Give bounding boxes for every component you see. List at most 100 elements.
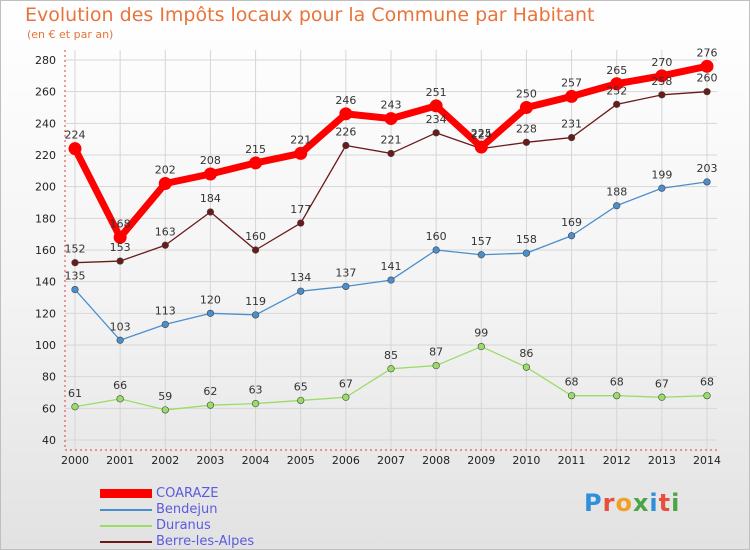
data-point-coaraze <box>565 89 579 103</box>
data-point-coaraze <box>294 146 308 160</box>
data-label-coaraze: 276 <box>697 46 718 59</box>
data-point-berre-les-alpes <box>658 91 666 99</box>
data-label-berre-les-alpes: 177 <box>290 203 311 216</box>
data-label-coaraze: 251 <box>426 86 447 99</box>
data-label-duranus: 85 <box>384 349 398 362</box>
data-point-berre-les-alpes <box>387 149 395 158</box>
data-point-coaraze <box>429 99 443 113</box>
data-label-berre-les-alpes: 260 <box>697 72 718 85</box>
chart-title: Evolution des Impôts locaux pour la Comm… <box>25 4 595 26</box>
data-point-duranus <box>297 396 305 405</box>
legend-label-coaraze: COARAZE <box>156 486 219 501</box>
data-label-bendejun: 203 <box>697 162 718 175</box>
data-point-coaraze <box>68 142 82 156</box>
logo-letter: i <box>671 489 681 517</box>
data-label-duranus: 68 <box>700 376 714 389</box>
data-point-coaraze <box>700 59 714 73</box>
legend-label-bendejun: Bendejun <box>156 502 218 517</box>
data-label-coaraze: 270 <box>651 56 672 69</box>
data-point-coaraze <box>113 230 127 244</box>
data-point-bendejun <box>342 282 350 291</box>
data-label-duranus: 62 <box>203 385 217 398</box>
legend-label-duranus: Duranus <box>156 518 211 533</box>
data-label-bendejun: 113 <box>155 304 176 317</box>
data-point-berre-les-alpes <box>522 138 531 146</box>
data-point-duranus <box>387 365 395 373</box>
data-point-duranus <box>613 392 621 400</box>
data-label-coaraze: 243 <box>381 99 402 112</box>
legend-swatch-coaraze <box>100 489 152 498</box>
x-tick-label: 2003 <box>196 454 224 467</box>
data-point-coaraze <box>249 156 263 170</box>
data-point-berre-les-alpes <box>297 219 305 227</box>
data-label-berre-les-alpes: 163 <box>155 225 176 238</box>
data-label-bendejun: 169 <box>561 216 582 229</box>
proxiti-logo: Proxiti <box>584 489 680 517</box>
y-tick-label: 160 <box>35 244 56 257</box>
logo-letter: x <box>632 489 650 517</box>
logo-letter: t <box>658 489 672 517</box>
x-tick-label: 2010 <box>512 454 540 467</box>
data-point-bendejun <box>432 246 440 254</box>
x-tick-label: 2004 <box>242 454 270 467</box>
data-point-duranus <box>477 342 485 351</box>
x-tick-label: 2009 <box>467 454 495 467</box>
y-tick-label: 40 <box>42 434 56 447</box>
data-point-duranus <box>342 393 350 401</box>
data-point-duranus <box>432 361 440 370</box>
data-label-bendejun: 120 <box>200 293 221 306</box>
y-tick-label: 280 <box>35 54 56 67</box>
data-label-layer: 61 66 59 62 63 65 67 85 87 99 86 68 68 67 68 135 103 113 1… <box>65 46 718 403</box>
data-label-coaraze: 225 <box>471 127 492 140</box>
data-label-coaraze: 202 <box>155 164 176 177</box>
data-label-bendejun: 160 <box>426 230 447 243</box>
data-point-berre-les-alpes <box>251 246 260 254</box>
data-point-bendejun <box>297 287 305 295</box>
data-label-duranus: 67 <box>655 377 669 390</box>
y-tick-label: 180 <box>35 212 56 225</box>
y-tick-label: 220 <box>35 149 56 162</box>
data-label-bendejun: 134 <box>290 271 311 284</box>
data-label-coaraze: 265 <box>606 64 627 77</box>
y-tick-label: 240 <box>35 117 56 130</box>
data-label-berre-les-alpes: 184 <box>200 192 221 205</box>
data-point-duranus <box>251 399 260 408</box>
data-point-duranus <box>71 403 79 411</box>
y-tick-label: 260 <box>35 86 56 99</box>
data-label-berre-les-alpes: 160 <box>245 230 266 243</box>
data-point-coaraze <box>339 107 353 121</box>
data-label-bendejun: 119 <box>245 295 266 308</box>
data-label-bendejun: 199 <box>651 168 672 181</box>
data-point-bendejun <box>703 178 711 186</box>
data-label-berre-les-alpes: 152 <box>65 243 86 256</box>
y-tick-label: 200 <box>35 181 56 194</box>
legend-label-berre-les-alpes: Berre-les-Alpes <box>156 534 255 549</box>
data-label-duranus: 87 <box>429 346 443 359</box>
data-label-coaraze: 168 <box>110 217 131 230</box>
x-tick-label: 2014 <box>693 454 721 467</box>
data-point-bendejun <box>477 251 485 259</box>
legend-swatch-berre-les-alpes <box>100 541 152 543</box>
logo-letter: P <box>584 489 603 517</box>
data-label-bendejun: 188 <box>606 186 627 199</box>
data-point-coaraze <box>203 167 217 181</box>
data-point-duranus <box>658 393 666 401</box>
data-point-berre-les-alpes <box>161 241 169 249</box>
data-point-berre-les-alpes <box>432 129 440 137</box>
data-point-coaraze <box>610 77 624 91</box>
data-point-coaraze <box>655 69 669 83</box>
series-layer <box>68 59 714 414</box>
x-tick-label: 2007 <box>377 454 405 467</box>
data-label-berre-les-alpes: 228 <box>516 122 537 135</box>
logo-letter: i <box>649 489 659 517</box>
x-tick-label: 2002 <box>151 454 179 467</box>
x-tick-label: 2013 <box>648 454 676 467</box>
data-label-berre-les-alpes: 153 <box>110 241 131 254</box>
data-point-berre-les-alpes <box>206 208 215 216</box>
data-label-duranus: 61 <box>68 387 82 400</box>
data-label-berre-les-alpes: 231 <box>561 118 582 131</box>
data-point-bendejun <box>161 320 169 329</box>
data-label-duranus: 68 <box>610 376 624 389</box>
y-tick-label: 120 <box>35 307 56 320</box>
